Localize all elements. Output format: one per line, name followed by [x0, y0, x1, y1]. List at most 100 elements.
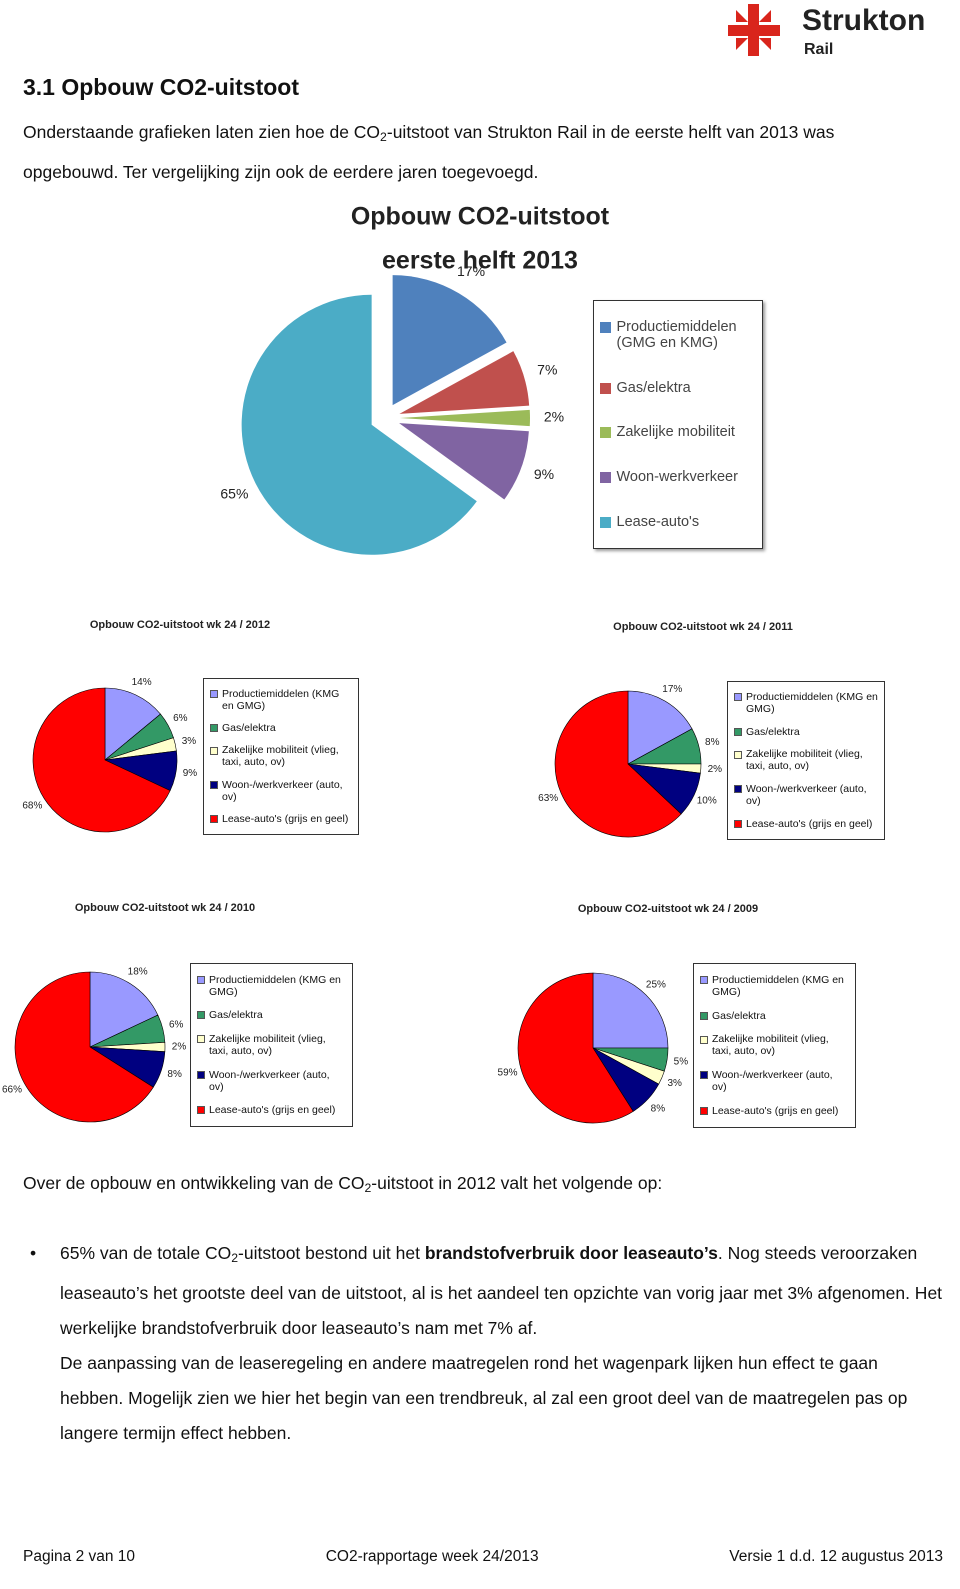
value-label: 17%	[662, 684, 682, 695]
subscript: 2	[364, 1181, 372, 1196]
legend-label: Woon-/werkverkeer (auto, ov)	[209, 1068, 330, 1093]
value-label: 3%	[667, 1078, 682, 1089]
legend-swatch	[197, 1106, 205, 1115]
legend-item: Gas/elektra	[734, 726, 878, 738]
legend-swatch	[210, 746, 218, 755]
pie-slice	[554, 690, 682, 838]
legend-swatch	[734, 819, 742, 828]
legend-swatch	[600, 471, 611, 483]
value-label: 6%	[169, 1020, 184, 1031]
legend-item: Woon-/werkverkeer (auto, ov)	[734, 783, 878, 807]
chart-title: Opbouw CO2-uitstoot wk 24 / 2011	[613, 621, 793, 633]
legend-label: Gas/elektra	[746, 725, 800, 738]
legend-label: Zakelijke mobiliteit (vlieg, taxi, auto,…	[712, 1033, 829, 1058]
pie-slice	[241, 294, 477, 555]
legend-label: Lease-auto's	[616, 513, 700, 530]
pie-slice	[89, 971, 159, 1048]
legend-label: Gas/elektra	[712, 1009, 766, 1022]
value-label: 5%	[674, 1057, 689, 1068]
legend-swatch	[700, 1011, 708, 1020]
text: -uitstoot in 2012 valt het volgende op:	[371, 1173, 663, 1193]
pie-slice	[399, 423, 529, 500]
value-label: 2%	[708, 764, 723, 775]
text: 65% van de totale CO	[60, 1243, 232, 1263]
value-label: 7%	[537, 362, 557, 378]
legend-swatch	[197, 1011, 205, 1020]
legend-label: Gas/elektra	[616, 379, 691, 396]
legend-item: Lease-auto's (grijs en geel)	[210, 813, 352, 825]
legend-item: Zakelijke mobiliteit (vlieg, taxi, auto,…	[197, 1033, 346, 1057]
legend-swatch	[734, 785, 742, 794]
legend-label: Productiemiddelen (GMG en KMG)	[616, 319, 737, 352]
subscript: 2	[231, 1251, 239, 1266]
legend-swatch	[700, 1035, 708, 1044]
legend-swatch	[210, 690, 218, 699]
pie-slice	[592, 972, 669, 1049]
legend-item: Woon-werkverkeer	[600, 469, 756, 485]
footer-center: CO2-rapportage week 24/2013	[325, 1548, 539, 1565]
pie-slice	[517, 972, 634, 1124]
legend-item: Zakelijke mobiliteit (vlieg, taxi, auto,…	[210, 744, 352, 768]
legend-swatch	[600, 322, 611, 334]
chart-title: Opbouw CO2-uitstoot	[351, 203, 610, 231]
logo-name: Strukton	[802, 4, 925, 37]
text: . Nog steeds veroorzaken leaseauto’s het…	[60, 1243, 943, 1339]
value-label: 17%	[457, 263, 485, 279]
legend-item: Zakelijke mobiliteit	[600, 424, 756, 440]
footer-right: Versie 1 d.d. 12 augustus 2013	[729, 1548, 943, 1565]
pie-slice	[627, 690, 693, 765]
value-label: 2%	[172, 1042, 187, 1053]
legend-swatch	[600, 427, 611, 439]
pie-slice	[400, 409, 530, 427]
legend-swatch	[210, 780, 218, 789]
legend-label: Lease-auto's (grijs en geel)	[209, 1104, 336, 1117]
legend-label: Gas/elektra	[209, 1009, 263, 1022]
logo-sub: Rail	[804, 41, 833, 58]
value-label: 63%	[538, 793, 558, 804]
subscript: 2	[380, 130, 387, 145]
legend-label: Woon-/werkverkeer (auto, ov)	[746, 783, 867, 808]
pie-slice	[399, 351, 530, 414]
legend-item: Zakelijke mobiliteit (vlieg, taxi, auto,…	[700, 1033, 849, 1057]
legend-item: Lease-auto's	[600, 514, 756, 530]
chart-title: Opbouw CO2-uitstoot wk 24 / 2009	[578, 903, 758, 915]
value-label: 25%	[646, 980, 666, 991]
value-label: 6%	[173, 713, 188, 724]
legend-label: Woon-werkverkeer	[616, 469, 738, 486]
legend-label: Lease-auto's (grijs en geel)	[712, 1105, 839, 1118]
legend-label: Productiemiddelen (KMG en GMG)	[222, 688, 340, 713]
legend-label: Zakelijke mobiliteit	[616, 424, 735, 441]
legend-label: Zakelijke mobiliteit (vlieg, taxi, auto,…	[222, 744, 339, 769]
bold-text: brandstofverbruik door leaseauto’s	[424, 1243, 718, 1263]
legend: Productiemiddelen (GMG en KMG) Gas/elektr…	[593, 300, 763, 549]
legend-item: Lease-auto's (grijs en geel)	[197, 1104, 346, 1116]
legend-item: Woon-/werkverkeer (auto, ov)	[197, 1069, 346, 1093]
legend-item: Productiemiddelen (KMG en GMG)	[210, 688, 352, 712]
value-label: 14%	[132, 677, 152, 688]
value-label: 8%	[167, 1069, 182, 1080]
pie-slice	[392, 275, 507, 406]
legend-item: Lease-auto's (grijs en geel)	[734, 818, 878, 830]
legend: Productiemiddelen (KMG en GMG) Gas/elektr…	[727, 681, 885, 840]
legend-label: Woon-/werkverkeer (auto, ov)	[222, 778, 343, 803]
bullet-text: 65% van de totale CO2-uitstoot bestond u…	[60, 1236, 945, 1451]
pie-slice	[14, 971, 154, 1123]
legend-item: Gas/elektra	[210, 722, 352, 734]
legend-swatch	[734, 693, 742, 702]
legend-label: Zakelijke mobiliteit (vlieg, taxi, auto,…	[209, 1032, 326, 1057]
legend: Productiemiddelen (KMG en GMG) Gas/elektr…	[203, 678, 359, 835]
footer-left: Pagina 2 van 10	[23, 1548, 136, 1565]
value-label: 59%	[498, 1067, 518, 1078]
legend-swatch	[210, 724, 218, 733]
legend-label: Woon-/werkverkeer (auto, ov)	[712, 1069, 833, 1094]
footer: Pagina 2 van 10 CO2-rapportage week 24/2…	[23, 1548, 943, 1566]
value-label: 8%	[651, 1104, 666, 1115]
legend-item: Gas/elektra	[197, 1009, 346, 1021]
value-label: 9%	[534, 466, 554, 482]
legend-label: Lease-auto's (grijs en geel)	[222, 812, 349, 825]
legend-swatch	[600, 382, 611, 394]
legend-label: Zakelijke mobiliteit (vlieg, taxi, auto,…	[746, 748, 863, 773]
legend: Productiemiddelen (KMG en GMG) Gas/elektr…	[190, 963, 353, 1127]
value-label: 8%	[705, 737, 720, 748]
